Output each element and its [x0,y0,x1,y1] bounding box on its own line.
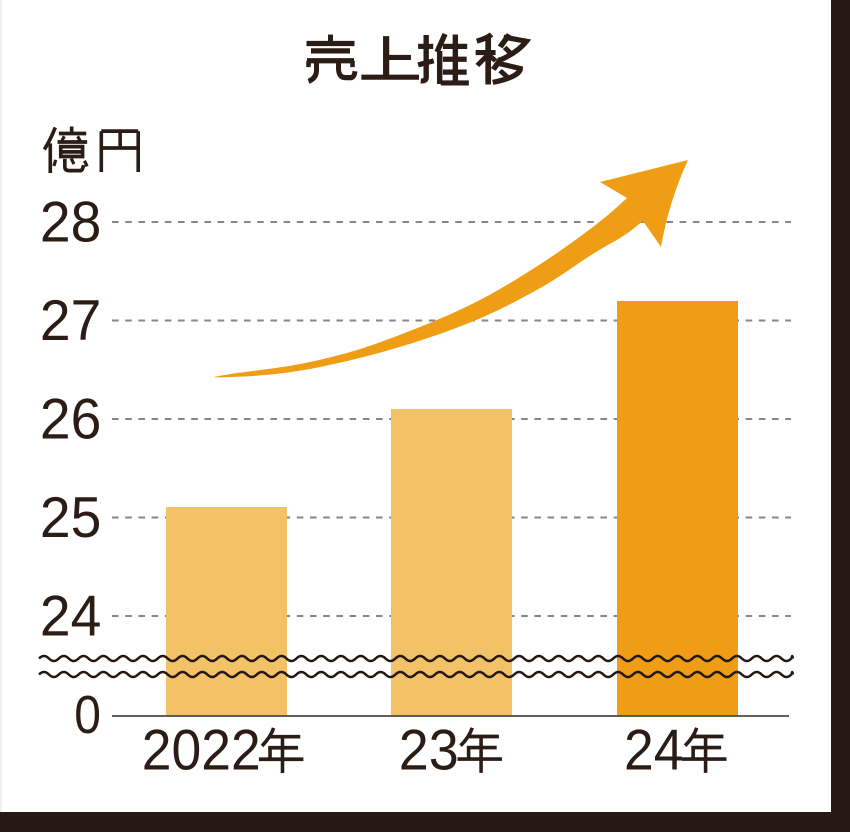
svg-text:2022: 2022 [142,718,261,782]
svg-text:28: 28 [40,191,102,255]
svg-text:25: 25 [40,486,102,550]
svg-text:24: 24 [40,585,102,649]
svg-text:27: 27 [40,289,102,353]
svg-text:0: 0 [74,686,101,745]
svg-text:23: 23 [399,718,459,782]
svg-text:26: 26 [40,388,102,452]
svg-text:24: 24 [624,718,684,782]
